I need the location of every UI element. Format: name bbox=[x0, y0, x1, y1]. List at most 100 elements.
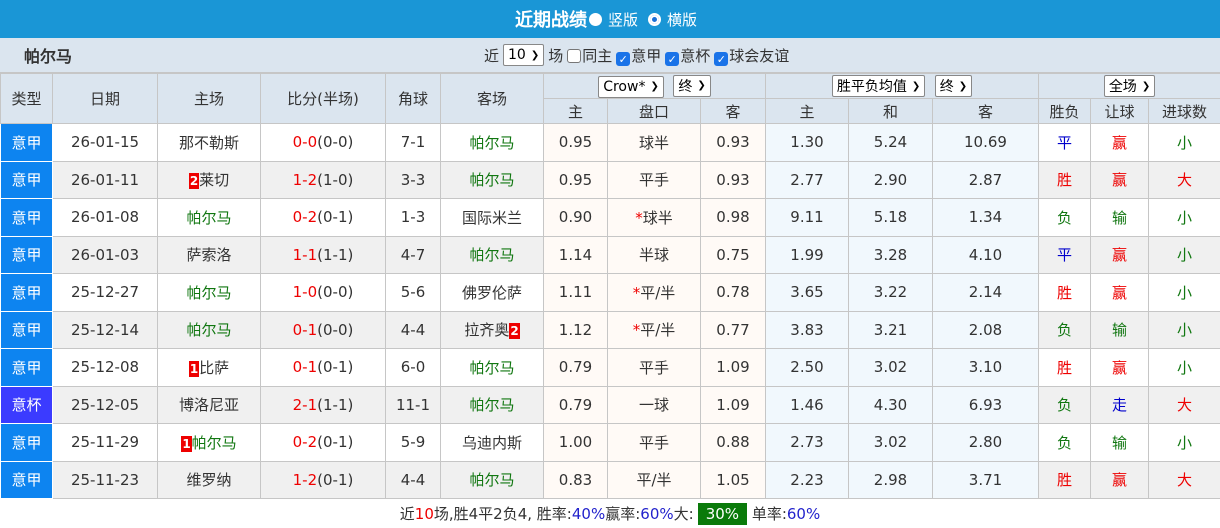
match-count-select[interactable]: 10 ❯ bbox=[503, 44, 545, 66]
summary-count: 10 bbox=[414, 504, 434, 523]
eu-away-odds: 2.14 bbox=[932, 273, 1039, 312]
away-team[interactable]: 佛罗伦萨 bbox=[440, 273, 544, 312]
home-team[interactable]: 萨索洛 bbox=[157, 235, 261, 274]
ah-away-odds: 0.98 bbox=[700, 198, 766, 237]
home-team[interactable]: 2莱切 bbox=[157, 160, 261, 199]
radio-horizontal-label[interactable]: 横版 bbox=[667, 10, 698, 29]
home-team[interactable]: 帕尔马 bbox=[157, 273, 261, 312]
ah-home-odds: 0.83 bbox=[543, 460, 608, 499]
team-name[interactable]: 帕尔马 bbox=[186, 208, 232, 227]
eu-home-odds: 2.73 bbox=[765, 423, 849, 462]
eu-selectors: 胜平负均值 ❯ 终 ❯ bbox=[765, 73, 1039, 99]
checkbox-serie-a[interactable]: ✓ bbox=[616, 51, 631, 66]
team-name[interactable]: 帕尔马 bbox=[469, 358, 515, 377]
match-score[interactable]: 2-1(1-1) bbox=[260, 385, 386, 424]
team-name[interactable]: 帕尔马 bbox=[186, 321, 232, 340]
match-score[interactable]: 1-1(1-1) bbox=[260, 235, 386, 274]
ah-away-odds: 0.78 bbox=[700, 273, 766, 312]
away-team[interactable]: 帕尔马 bbox=[440, 460, 544, 499]
home-team[interactable]: 1比萨 bbox=[157, 348, 261, 387]
team-name[interactable]: 比萨 bbox=[199, 358, 230, 377]
odds-time-select[interactable]: 终 ❯ bbox=[934, 75, 973, 97]
home-team[interactable]: 帕尔马 bbox=[157, 310, 261, 349]
radio-vertical[interactable] bbox=[588, 12, 602, 26]
team-name[interactable]: 博洛尼亚 bbox=[178, 396, 239, 415]
company-time-select[interactable]: 终 ❯ bbox=[673, 74, 711, 97]
team-name[interactable]: 那不勒斯 bbox=[178, 133, 239, 152]
table-row: 意甲 25-11-29 1帕尔马 0-2(0-1) 5-9 乌迪内斯 1.00 平手 0.88 2… bbox=[0, 423, 1220, 462]
col-away: 客场 bbox=[440, 73, 544, 124]
full-time-score: 1-1 bbox=[292, 245, 318, 264]
team-name[interactable]: 维罗纳 bbox=[186, 471, 232, 490]
ah-home-odds: 1.00 bbox=[543, 423, 608, 462]
team-name[interactable]: 佛罗伦萨 bbox=[461, 283, 522, 302]
team-name[interactable]: 帕尔马 bbox=[469, 396, 515, 415]
team-name[interactable]: 乌迪内斯 bbox=[461, 433, 522, 452]
away-team[interactable]: 帕尔马 bbox=[440, 235, 544, 274]
home-team[interactable]: 帕尔马 bbox=[157, 198, 261, 237]
eu-away-odds: 4.10 bbox=[932, 235, 1039, 274]
team-name[interactable]: 莱切 bbox=[199, 171, 230, 190]
chevron-down-icon: ❯ bbox=[1141, 80, 1151, 92]
company-select[interactable]: Crow* ❯ bbox=[598, 75, 664, 98]
eu-draw-odds: 3.22 bbox=[848, 273, 933, 312]
goals-result: 小 bbox=[1147, 423, 1220, 462]
team-name[interactable]: 帕尔马 bbox=[191, 433, 237, 452]
checkbox-friendly[interactable]: ✓ bbox=[714, 51, 729, 66]
away-team[interactable]: 帕尔马 bbox=[440, 160, 544, 199]
checkbox-same-home[interactable] bbox=[567, 48, 582, 63]
team-name[interactable]: 萨索洛 bbox=[186, 246, 232, 265]
table-row: 意甲 26-01-03 萨索洛 1-1(1-1) 4-7 帕尔马 1.14 半球 0.75 1.9… bbox=[0, 235, 1220, 274]
summary-text: 赢率: bbox=[605, 505, 641, 523]
home-team[interactable]: 维罗纳 bbox=[157, 460, 261, 499]
team-name[interactable]: 帕尔马 bbox=[469, 471, 515, 490]
home-team[interactable]: 博洛尼亚 bbox=[157, 385, 261, 424]
handicap-result: 走 bbox=[1090, 385, 1149, 424]
checkbox-coppa[interactable]: ✓ bbox=[665, 51, 680, 66]
match-type: 意甲 bbox=[0, 348, 53, 387]
match-score[interactable]: 0-0(0-0) bbox=[260, 123, 386, 162]
handicap-result: 赢 bbox=[1090, 348, 1149, 387]
team-name[interactable]: 帕尔马 bbox=[469, 246, 515, 265]
match-score[interactable]: 1-2(0-1) bbox=[260, 460, 386, 499]
radio-vertical-label[interactable]: 竖版 bbox=[607, 10, 638, 29]
ah-line-value: 半球 bbox=[638, 246, 669, 265]
period-select[interactable]: 全场 ❯ bbox=[1103, 75, 1156, 97]
team-name[interactable]: 帕尔马 bbox=[186, 283, 232, 302]
eu-away-odds: 10.69 bbox=[932, 123, 1039, 162]
summary-text: 大: bbox=[673, 505, 694, 523]
home-team[interactable]: 那不勒斯 bbox=[157, 123, 261, 162]
odds-type-select[interactable]: 胜平负均值 ❯ bbox=[831, 75, 926, 97]
ah-away-odds: 1.09 bbox=[700, 385, 766, 424]
away-team[interactable]: 国际米兰 bbox=[440, 198, 544, 237]
team-bar: 帕尔马 近 10 ❯ 场 同主 ✓ 意甲 ✓ 意杯 ✓ 球会友谊 bbox=[0, 38, 1220, 73]
ah-line-value: 平手 bbox=[638, 171, 669, 190]
home-team[interactable]: 1帕尔马 bbox=[157, 423, 261, 462]
match-score[interactable]: 0-2(0-1) bbox=[260, 423, 386, 462]
handicap-result: 赢 bbox=[1090, 123, 1149, 162]
radio-horizontal[interactable] bbox=[648, 12, 661, 26]
team-name[interactable]: 国际米兰 bbox=[461, 208, 522, 227]
col-ah-away: 客 bbox=[700, 98, 766, 124]
team-name[interactable]: 帕尔马 bbox=[469, 133, 515, 152]
team-name[interactable]: 拉齐奥 bbox=[464, 321, 510, 340]
ah-away-odds: 0.75 bbox=[700, 235, 766, 274]
match-score[interactable]: 0-2(0-1) bbox=[260, 198, 386, 237]
ah-home-odds: 1.11 bbox=[543, 273, 608, 312]
match-score[interactable]: 1-0(0-0) bbox=[260, 273, 386, 312]
match-score[interactable]: 0-1(0-0) bbox=[260, 310, 386, 349]
ah-home-odds: 0.79 bbox=[543, 385, 608, 424]
chevron-down-icon: ❯ bbox=[958, 80, 968, 92]
goals-result: 大 bbox=[1147, 160, 1220, 199]
match-score[interactable]: 0-1(0-1) bbox=[260, 348, 386, 387]
away-team[interactable]: 帕尔马 bbox=[440, 348, 544, 387]
away-team[interactable]: 拉齐奥2 bbox=[440, 310, 544, 349]
match-count-value: 10 bbox=[508, 47, 526, 63]
table-row: 意甲 26-01-11 2莱切 1-2(1-0) 3-3 帕尔马 0.95 平手 0.93 2.7… bbox=[0, 160, 1220, 199]
ah-line-value: 平/半 bbox=[636, 471, 672, 490]
team-name[interactable]: 帕尔马 bbox=[469, 171, 515, 190]
away-team[interactable]: 乌迪内斯 bbox=[440, 423, 544, 462]
match-score[interactable]: 1-2(1-0) bbox=[260, 160, 386, 199]
away-team[interactable]: 帕尔马 bbox=[440, 385, 544, 424]
away-team[interactable]: 帕尔马 bbox=[440, 123, 544, 162]
